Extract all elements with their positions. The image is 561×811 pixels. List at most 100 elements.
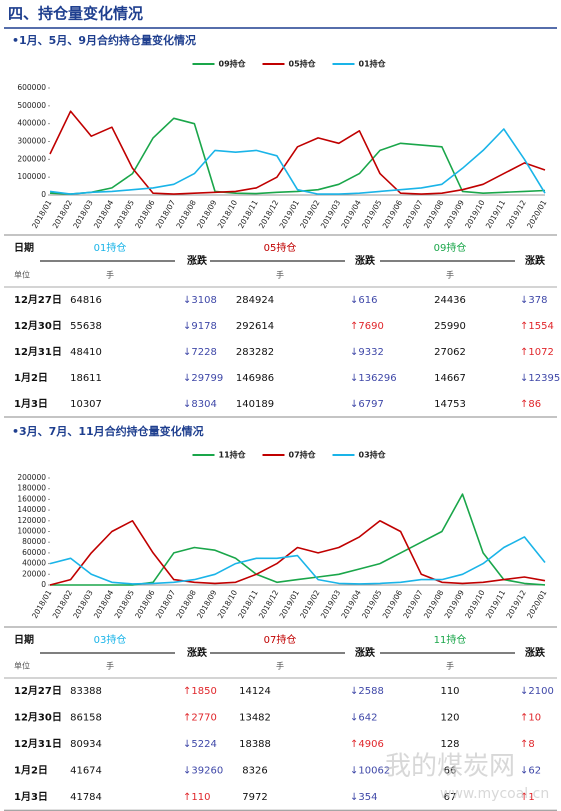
y-tick-label: 200000 — [17, 473, 46, 482]
change-value: ↑8 — [520, 739, 535, 750]
position-value: 80934 — [70, 739, 102, 750]
position-value: 8326 — [242, 766, 267, 777]
y-tick-label: 160000 — [17, 494, 46, 503]
y-tick-label: 40000 — [22, 559, 46, 568]
position-value: 120 — [440, 713, 459, 724]
position-value: 13482 — [239, 713, 271, 724]
watermark: www.mycoal.cn — [440, 786, 549, 802]
change-value: ↓2588 — [350, 686, 384, 697]
column-header: 日期 — [14, 241, 34, 254]
row-date: 12月31日 — [14, 738, 62, 750]
legend-label: 03持仓 — [359, 450, 387, 460]
position-value: 67 — [444, 792, 457, 803]
legend-label: 01持仓 — [359, 59, 387, 69]
change-value: ↑7690 — [350, 321, 384, 332]
change-value: ↓616 — [350, 295, 377, 306]
change-value: ↑2770 — [183, 713, 217, 724]
change-value: ↓5224 — [183, 739, 217, 750]
row-date: 1月2日 — [14, 765, 48, 777]
column-header: 涨跌 — [355, 646, 376, 659]
y-tick-label: 100000 — [17, 172, 46, 181]
position-value: 41674 — [70, 766, 102, 777]
position-value: 283282 — [236, 347, 274, 358]
change-value: ↑10 — [520, 713, 541, 724]
series-line — [49, 117, 546, 195]
change-value: ↓8304 — [183, 399, 217, 410]
section-title: •3月、7月、11月合约持仓量变化情况 — [12, 424, 204, 438]
y-tick-label: 20000 — [22, 569, 46, 578]
column-header: 09持仓 — [434, 241, 467, 254]
y-tick-label: 600000 — [17, 83, 46, 92]
position-value: 66 — [444, 766, 457, 777]
position-value: 284924 — [236, 295, 274, 306]
y-tick-label: 60000 — [22, 548, 46, 557]
series-line — [49, 536, 546, 585]
change-value: ↑1554 — [520, 321, 554, 332]
column-header: 涨跌 — [187, 254, 208, 267]
position-value: 140189 — [236, 399, 274, 410]
change-value: ↓642 — [350, 713, 377, 724]
y-tick-label: 200000 — [17, 154, 46, 163]
change-value: ↓39260 — [183, 766, 223, 777]
change-value: ↓12395 — [520, 373, 560, 384]
unit-label: 手 — [106, 270, 114, 280]
position-value: 14667 — [434, 373, 466, 384]
change-value: ↓62 — [520, 766, 541, 777]
legend-label: 05持仓 — [289, 59, 317, 69]
change-value: ↑110 — [183, 792, 210, 803]
position-value: 64816 — [70, 295, 102, 306]
legend-label: 11持仓 — [219, 450, 247, 460]
position-value: 292614 — [236, 321, 274, 332]
y-tick-label: 500000 — [17, 101, 46, 110]
y-tick-label: 100000 — [17, 527, 46, 536]
change-value: ↑1 — [520, 792, 535, 803]
position-value: 25990 — [434, 321, 466, 332]
change-value: ↓9332 — [350, 347, 384, 358]
unit-label: 手 — [446, 661, 454, 671]
row-date: 12月31日 — [14, 346, 62, 358]
column-header: 03持仓 — [94, 633, 127, 646]
position-value: 41784 — [70, 792, 102, 803]
change-value: ↓136296 — [350, 373, 397, 384]
column-header: 01持仓 — [94, 241, 127, 254]
change-value: ↓378 — [520, 295, 547, 306]
y-tick-label: 300000 — [17, 137, 46, 146]
unit-label: 手 — [106, 661, 114, 671]
change-value: ↓2100 — [520, 686, 554, 697]
change-value: ↓29799 — [183, 373, 223, 384]
legend-label: 07持仓 — [289, 450, 317, 460]
column-header: 07持仓 — [264, 633, 297, 646]
unit-label: 手 — [446, 270, 454, 280]
position-value: 18388 — [239, 739, 271, 750]
change-value: ↓9178 — [183, 321, 217, 332]
change-value: ↑1850 — [183, 686, 217, 697]
change-value: ↑4906 — [350, 739, 384, 750]
position-value: 86158 — [70, 713, 102, 724]
row-date: 12月30日 — [14, 320, 62, 332]
column-header: 05持仓 — [264, 241, 297, 254]
section-title: •1月、5月、9月合约持仓量变化情况 — [12, 33, 196, 47]
y-tick-label: 0 — [41, 190, 46, 199]
series-line — [49, 520, 546, 586]
position-value: 55638 — [70, 321, 102, 332]
position-value: 14124 — [239, 686, 271, 697]
position-value: 10307 — [70, 399, 102, 410]
row-date: 12月30日 — [14, 712, 62, 724]
position-value: 14753 — [434, 399, 466, 410]
x-tick-label: 2020/01 — [525, 198, 548, 230]
column-header: 11持仓 — [434, 633, 467, 646]
change-value: ↑86 — [520, 399, 541, 410]
column-header: 涨跌 — [355, 254, 376, 267]
position-value: 27062 — [434, 347, 466, 358]
y-tick-label: 120000 — [17, 516, 46, 525]
unit-label: 手 — [276, 661, 284, 671]
watermark: 我的煤炭网 — [385, 752, 515, 782]
y-tick-label: 0 — [41, 580, 46, 589]
position-value: 18611 — [70, 373, 102, 384]
change-value: ↓3108 — [183, 295, 217, 306]
series-line — [49, 110, 546, 195]
unit-label: 单位 — [14, 270, 30, 280]
change-value: ↓354 — [350, 792, 377, 803]
y-tick-label: 400000 — [17, 119, 46, 128]
